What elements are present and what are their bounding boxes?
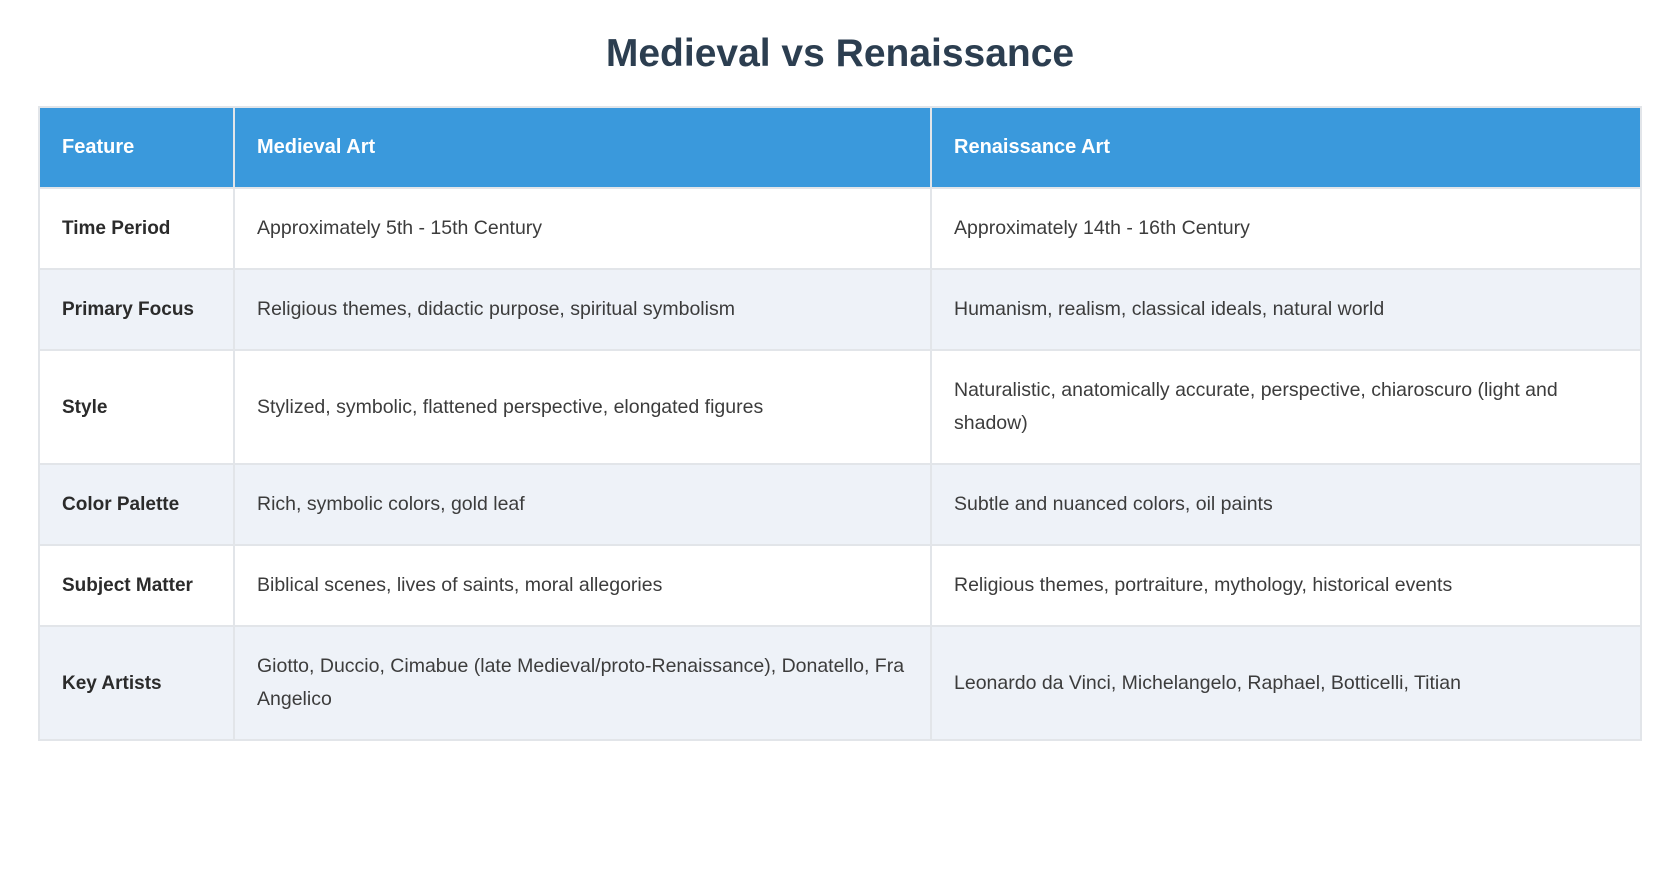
page-title: Medieval vs Renaissance [605,32,1075,75]
renaissance-art-cell: Approximately 14th - 16th Century [930,187,1642,270]
renaissance-art-cell: Religious themes, portraiture, mythology… [930,544,1642,627]
row-feature-label: Subject Matter [38,544,235,627]
medieval-art-cell: Rich, symbolic colors, gold leaf [233,463,932,546]
medieval-art-cell: Stylized, symbolic, flattened perspectiv… [233,349,932,465]
row-feature-label: Color Palette [38,463,235,546]
column-header-medieval-art: Medieval Art [233,106,932,189]
column-header-renaissance-art: Renaissance Art [930,106,1642,189]
header-row: Feature Medieval Art Renaissance Art [38,106,1642,189]
renaissance-art-cell: Naturalistic, anatomically accurate, per… [930,349,1642,465]
table-row: Primary Focus Religious themes, didactic… [38,268,1642,351]
table-row: Key Artists Giotto, Duccio, Cimabue (lat… [38,625,1642,741]
medieval-art-cell: Biblical scenes, lives of saints, moral … [233,544,932,627]
table-body: Time Period Approximately 5th - 15th Cen… [38,187,1642,741]
row-feature-label: Key Artists [38,625,235,741]
medieval-art-cell: Approximately 5th - 15th Century [233,187,932,270]
column-header-feature: Feature [38,106,235,189]
renaissance-art-cell: Subtle and nuanced colors, oil paints [930,463,1642,546]
row-feature-label: Style [38,349,235,465]
renaissance-art-cell: Leonardo da Vinci, Michelangelo, Raphael… [930,625,1642,741]
row-feature-label: Time Period [38,187,235,270]
medieval-art-cell: Religious themes, didactic purpose, spir… [233,268,932,351]
renaissance-art-cell: Humanism, realism, classical ideals, nat… [930,268,1642,351]
table-row: Color Palette Rich, symbolic colors, gol… [38,463,1642,546]
table-row: Subject Matter Biblical scenes, lives of… [38,544,1642,627]
table-header: Feature Medieval Art Renaissance Art [38,106,1642,189]
row-feature-label: Primary Focus [38,268,235,351]
table-row: Style Stylized, symbolic, flattened pers… [38,349,1642,465]
table-row: Time Period Approximately 5th - 15th Cen… [38,187,1642,270]
comparison-table: Feature Medieval Art Renaissance Art Tim… [38,106,1642,741]
medieval-art-cell: Giotto, Duccio, Cimabue (late Medieval/p… [233,625,932,741]
